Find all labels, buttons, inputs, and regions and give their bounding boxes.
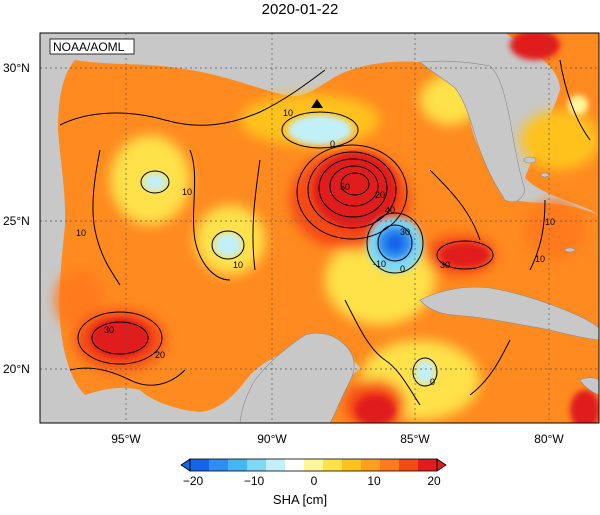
- contour-label: 10: [535, 254, 545, 264]
- contour-label: 20: [375, 190, 385, 200]
- contour-label: 10: [182, 187, 192, 197]
- colorbar-tick: −20: [183, 474, 204, 488]
- colorbar-high-arrow: [436, 458, 447, 472]
- colorbar-cell: [361, 459, 381, 471]
- colorbar-tick: 0: [311, 474, 318, 488]
- contour-label: 40: [385, 205, 395, 215]
- contour-label: 30: [440, 260, 450, 270]
- credit-text: NOAA/AOML: [53, 40, 125, 54]
- colorbar-cell: [285, 459, 305, 471]
- contour-labels: 10 10 10 10 10 10 0 0 0 30 30 30 20 40 5…: [76, 108, 555, 387]
- contour-label: 0: [430, 377, 435, 387]
- colorbar-cell: [342, 459, 362, 471]
- yucatan: [239, 332, 355, 423]
- colorbar-cell: [418, 459, 438, 471]
- contour-label: 0: [330, 139, 335, 149]
- contour-label: -10: [373, 259, 386, 269]
- lon-label: 95°W: [111, 432, 141, 446]
- contour-label: 30: [400, 227, 410, 237]
- map-panel: 10 10 10 10 10 10 0 0 0 30 30 30 20 40 5…: [40, 33, 599, 423]
- map-title: 2020-01-22: [261, 1, 339, 18]
- colorbar-cell: [190, 459, 210, 471]
- colorbar-cell: [380, 459, 400, 471]
- colorbar-low-arrow: [180, 458, 191, 472]
- contour-label: 30: [104, 325, 114, 335]
- colorbar-cell: [399, 459, 419, 471]
- colorbar-cell: [304, 459, 324, 471]
- colorbar-tick: 20: [427, 474, 441, 488]
- contour-label: 10: [76, 228, 86, 238]
- graticule: [40, 33, 599, 423]
- cuba: [419, 286, 599, 341]
- land: [239, 60, 599, 423]
- credit-box: NOAA/AOML: [49, 38, 135, 55]
- colorbar-title: SHA [cm]: [272, 492, 328, 507]
- contour-label: 10: [233, 260, 243, 270]
- contour-lines: [59, 59, 591, 406]
- contour-label: 0: [400, 264, 405, 274]
- lon-label: 80°W: [534, 432, 564, 446]
- lat-label: 25°N: [3, 214, 30, 228]
- colorbar-cell: [228, 459, 248, 471]
- lat-label: 20°N: [3, 362, 30, 376]
- florida: [419, 60, 526, 203]
- map-frame: [39, 32, 600, 424]
- contour-label: 10: [283, 108, 293, 118]
- colorbar: −20 −10 0 10 20: [180, 458, 447, 488]
- colorbar-tick: −10: [244, 474, 265, 488]
- ocean-field: [55, 33, 599, 423]
- contour-label: 50: [340, 182, 350, 192]
- marker-triangle-icon: [311, 99, 323, 108]
- lon-label: 85°W: [400, 432, 430, 446]
- colorbar-cell: [323, 459, 343, 471]
- colorbar-cell: [266, 459, 286, 471]
- colorbar-cell: [247, 459, 267, 471]
- lon-label: 90°W: [257, 432, 287, 446]
- contour-label: 10: [545, 217, 555, 227]
- colorbar-frame: [189, 458, 438, 472]
- colorbar-cell: [209, 459, 229, 471]
- lat-label: 30°N: [3, 61, 30, 75]
- contour-label: 20: [155, 350, 165, 360]
- colorbar-tick: 10: [367, 474, 381, 488]
